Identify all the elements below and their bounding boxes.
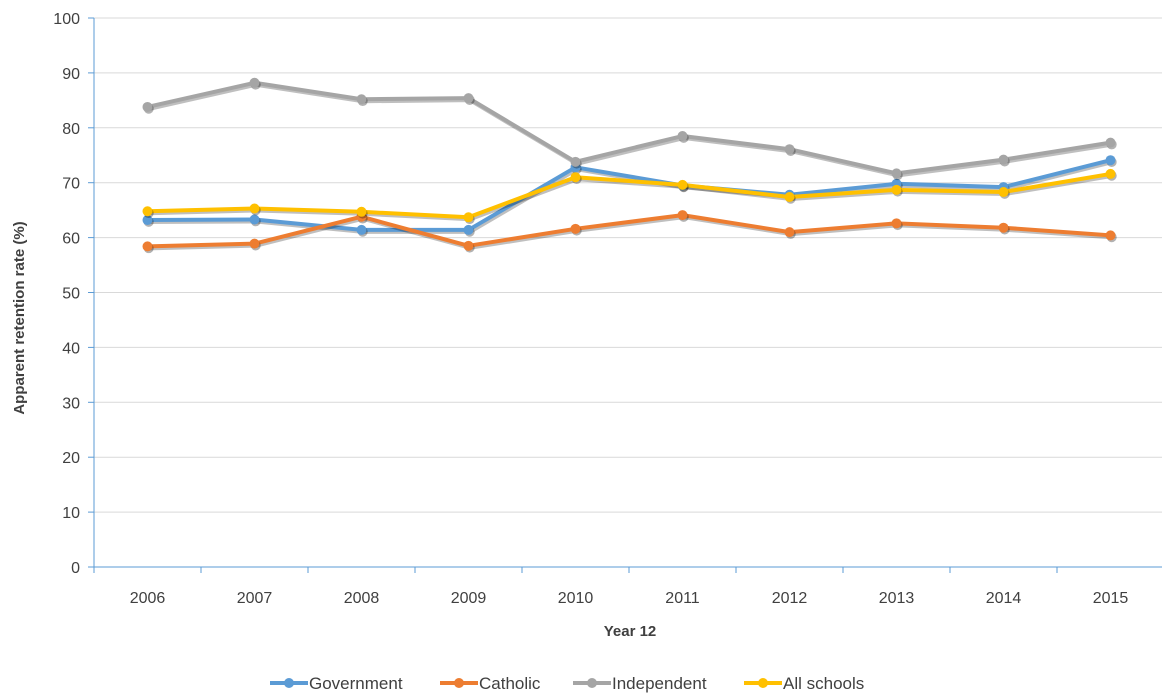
data-point xyxy=(570,223,581,234)
series-line xyxy=(147,213,1111,249)
data-point xyxy=(677,210,688,221)
y-tick-label: 50 xyxy=(62,286,80,303)
data-point xyxy=(249,203,260,214)
data-point xyxy=(784,191,795,202)
x-tick-label: 2009 xyxy=(451,590,487,607)
x-tick-label: 2014 xyxy=(986,590,1022,607)
series-catholic xyxy=(142,210,1117,254)
y-axis-title: Apparent retention rate (%) xyxy=(11,221,28,414)
legend-swatch-marker xyxy=(454,678,464,688)
data-point xyxy=(142,241,153,252)
data-point xyxy=(1105,155,1116,166)
legend-label: Catholic xyxy=(479,674,541,693)
x-tick-label: 2013 xyxy=(879,590,915,607)
series-group xyxy=(142,77,1117,254)
data-point xyxy=(1105,168,1116,179)
data-point xyxy=(998,222,1009,233)
series-line xyxy=(147,158,1111,232)
x-tick-label: 2010 xyxy=(558,590,594,607)
data-point xyxy=(570,172,581,183)
x-tick-label: 2007 xyxy=(237,590,273,607)
data-point xyxy=(570,156,581,167)
data-point xyxy=(677,179,688,190)
data-point xyxy=(463,93,474,104)
data-point xyxy=(891,168,902,179)
data-point xyxy=(891,218,902,229)
x-axis-ticks: 2006 2007 2008 2009 2010 2011 2012 2013 2014 2015 xyxy=(93,567,1129,607)
data-point xyxy=(142,206,153,217)
x-tick-label: 2012 xyxy=(772,590,808,607)
data-point xyxy=(784,227,795,238)
series-line xyxy=(147,80,1111,176)
data-point xyxy=(1105,230,1116,241)
x-tick-label: 2006 xyxy=(130,590,166,607)
data-point xyxy=(998,187,1009,198)
data-point xyxy=(249,238,260,249)
y-tick-label: 70 xyxy=(62,176,80,193)
data-point xyxy=(142,215,153,226)
legend-swatch-marker xyxy=(587,678,597,688)
grid-lines xyxy=(94,17,1162,513)
y-tick-label: 80 xyxy=(62,121,80,138)
data-point xyxy=(249,77,260,88)
y-tick-label: 60 xyxy=(62,231,80,248)
legend-swatch-marker xyxy=(284,678,294,688)
data-point xyxy=(463,240,474,251)
legend-label: All schools xyxy=(783,674,864,693)
y-tick-label: 10 xyxy=(62,505,80,522)
legend-swatch-marker xyxy=(758,678,768,688)
data-point xyxy=(1105,137,1116,148)
data-point xyxy=(356,206,367,217)
series-government xyxy=(142,155,1117,237)
data-point xyxy=(998,154,1009,165)
series-line xyxy=(147,171,1111,220)
y-tick-label: 20 xyxy=(62,450,80,467)
series-all-schools xyxy=(142,168,1117,225)
y-tick-label: 100 xyxy=(53,11,80,28)
data-point xyxy=(891,184,902,195)
x-tick-label: 2008 xyxy=(344,590,380,607)
legend: Government Catholic Independent All schools xyxy=(270,674,864,693)
x-tick-label: 2015 xyxy=(1093,590,1129,607)
series-line-shadow xyxy=(148,82,1113,178)
x-tick-label: 2011 xyxy=(665,590,700,607)
data-point xyxy=(784,144,795,155)
series-independent xyxy=(142,77,1117,181)
data-point xyxy=(463,224,474,235)
data-point xyxy=(356,224,367,235)
data-point xyxy=(249,214,260,225)
data-point xyxy=(356,94,367,105)
x-axis-title: Year 12 xyxy=(604,623,657,640)
y-tick-label: 30 xyxy=(62,395,80,412)
legend-label: Government xyxy=(309,674,403,693)
y-tick-label: 0 xyxy=(71,560,80,577)
data-point xyxy=(142,101,153,112)
legend-label: Independent xyxy=(612,674,707,693)
y-axis-ticks: 0 10 20 30 40 50 60 70 80 90 100 xyxy=(53,11,94,577)
y-tick-label: 40 xyxy=(62,340,80,357)
data-point xyxy=(677,131,688,142)
data-point xyxy=(463,212,474,223)
y-tick-label: 90 xyxy=(62,66,80,83)
